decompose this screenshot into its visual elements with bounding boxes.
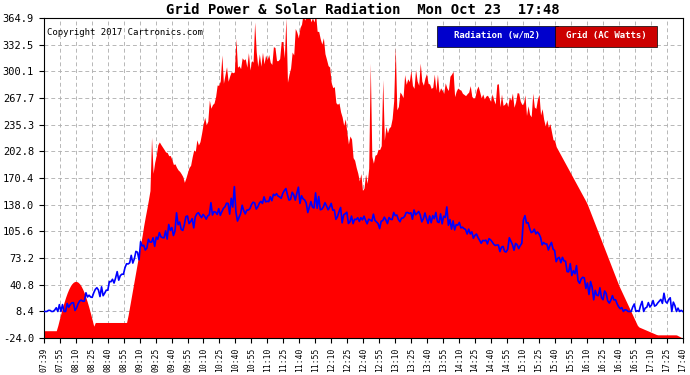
Title: Grid Power & Solar Radiation  Mon Oct 23  17:48: Grid Power & Solar Radiation Mon Oct 23 … [166, 3, 560, 17]
FancyBboxPatch shape [555, 26, 657, 47]
Text: Radiation (w/m2): Radiation (w/m2) [455, 31, 540, 40]
Text: Copyright 2017 Cartronics.com: Copyright 2017 Cartronics.com [47, 27, 203, 36]
FancyBboxPatch shape [437, 26, 558, 47]
Text: Grid (AC Watts): Grid (AC Watts) [566, 31, 647, 40]
